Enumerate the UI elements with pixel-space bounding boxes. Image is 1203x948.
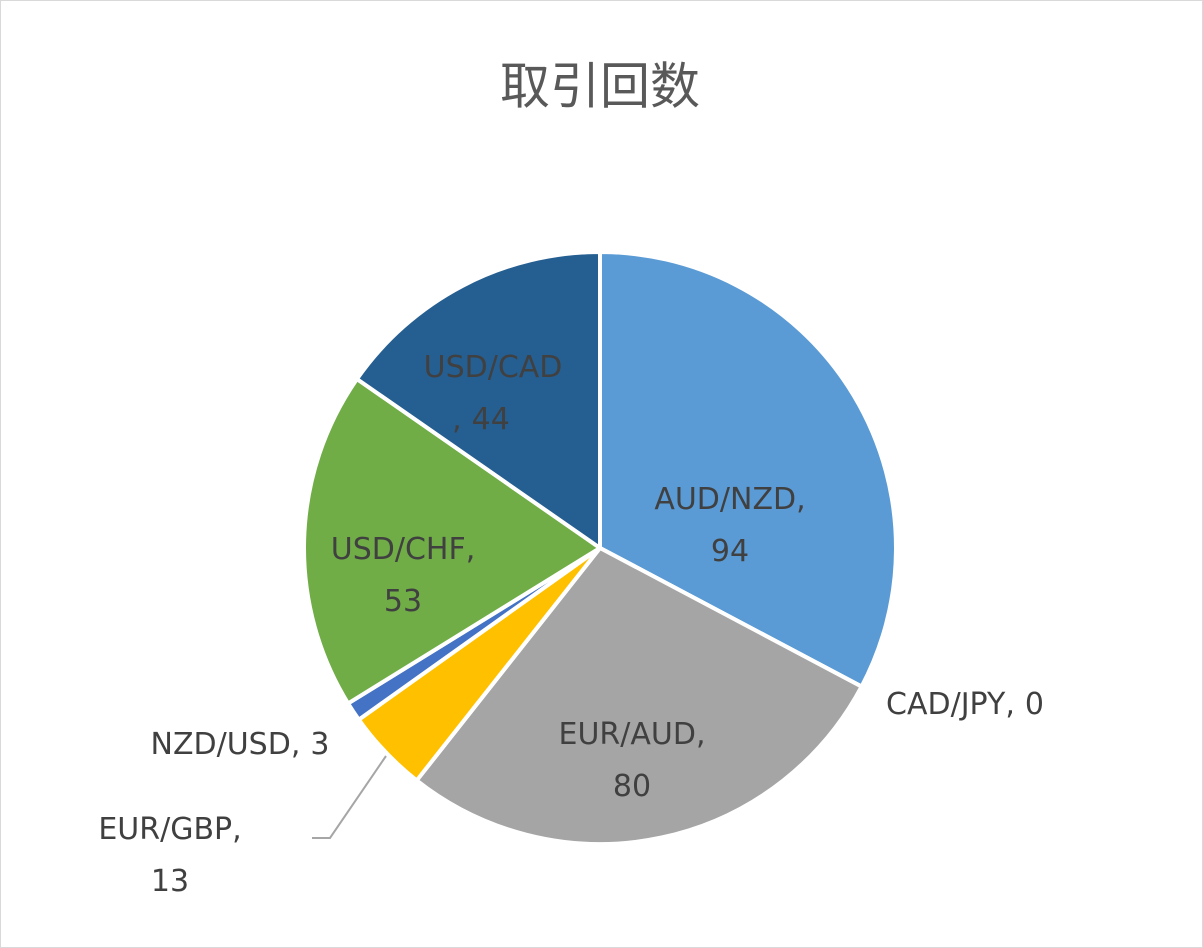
label-separator: ,	[796, 482, 806, 517]
label-category: EUR/GBP	[98, 812, 232, 847]
label-separator: ,	[452, 402, 462, 437]
data-label: EUR/AUD, 80	[559, 717, 706, 804]
label-category: USD/CAD	[424, 350, 563, 385]
data-label: NZD/USD, 3	[151, 727, 330, 762]
label-value: 44	[472, 402, 510, 437]
label-category: NZD/USD	[151, 727, 291, 762]
label-separator: ,	[466, 532, 476, 567]
data-label: AUD/NZD, 94	[654, 482, 805, 569]
label-separator: ,	[696, 717, 706, 752]
chart-title: 取引回数	[500, 58, 700, 116]
label-value: 13	[151, 864, 189, 899]
label-separator: ,	[291, 727, 301, 762]
pie-slice	[414, 546, 864, 846]
label-value: 94	[711, 534, 749, 569]
label-separator: ,	[232, 812, 242, 847]
label-separator: ,	[1005, 687, 1015, 722]
label-category: CAD/JPY	[886, 687, 1006, 722]
label-category: AUD/NZD	[654, 482, 796, 517]
label-value: 0	[1025, 687, 1044, 722]
label-value: 80	[613, 769, 651, 804]
pie-slice	[302, 377, 602, 706]
label-category: EUR/AUD	[559, 717, 696, 752]
pie-slice	[598, 250, 898, 689]
label-value: 53	[384, 584, 422, 619]
data-label: EUR/GBP, 13	[98, 812, 241, 899]
data-label: USD/CHF, 53	[331, 532, 476, 619]
pie-slice	[354, 250, 602, 550]
leader-line	[312, 755, 387, 839]
data-label: USD/CAD, 44	[424, 350, 563, 437]
data-label: CAD/JPY, 0	[886, 687, 1044, 722]
label-category: USD/CHF	[331, 532, 466, 567]
label-value: 3	[310, 727, 329, 762]
